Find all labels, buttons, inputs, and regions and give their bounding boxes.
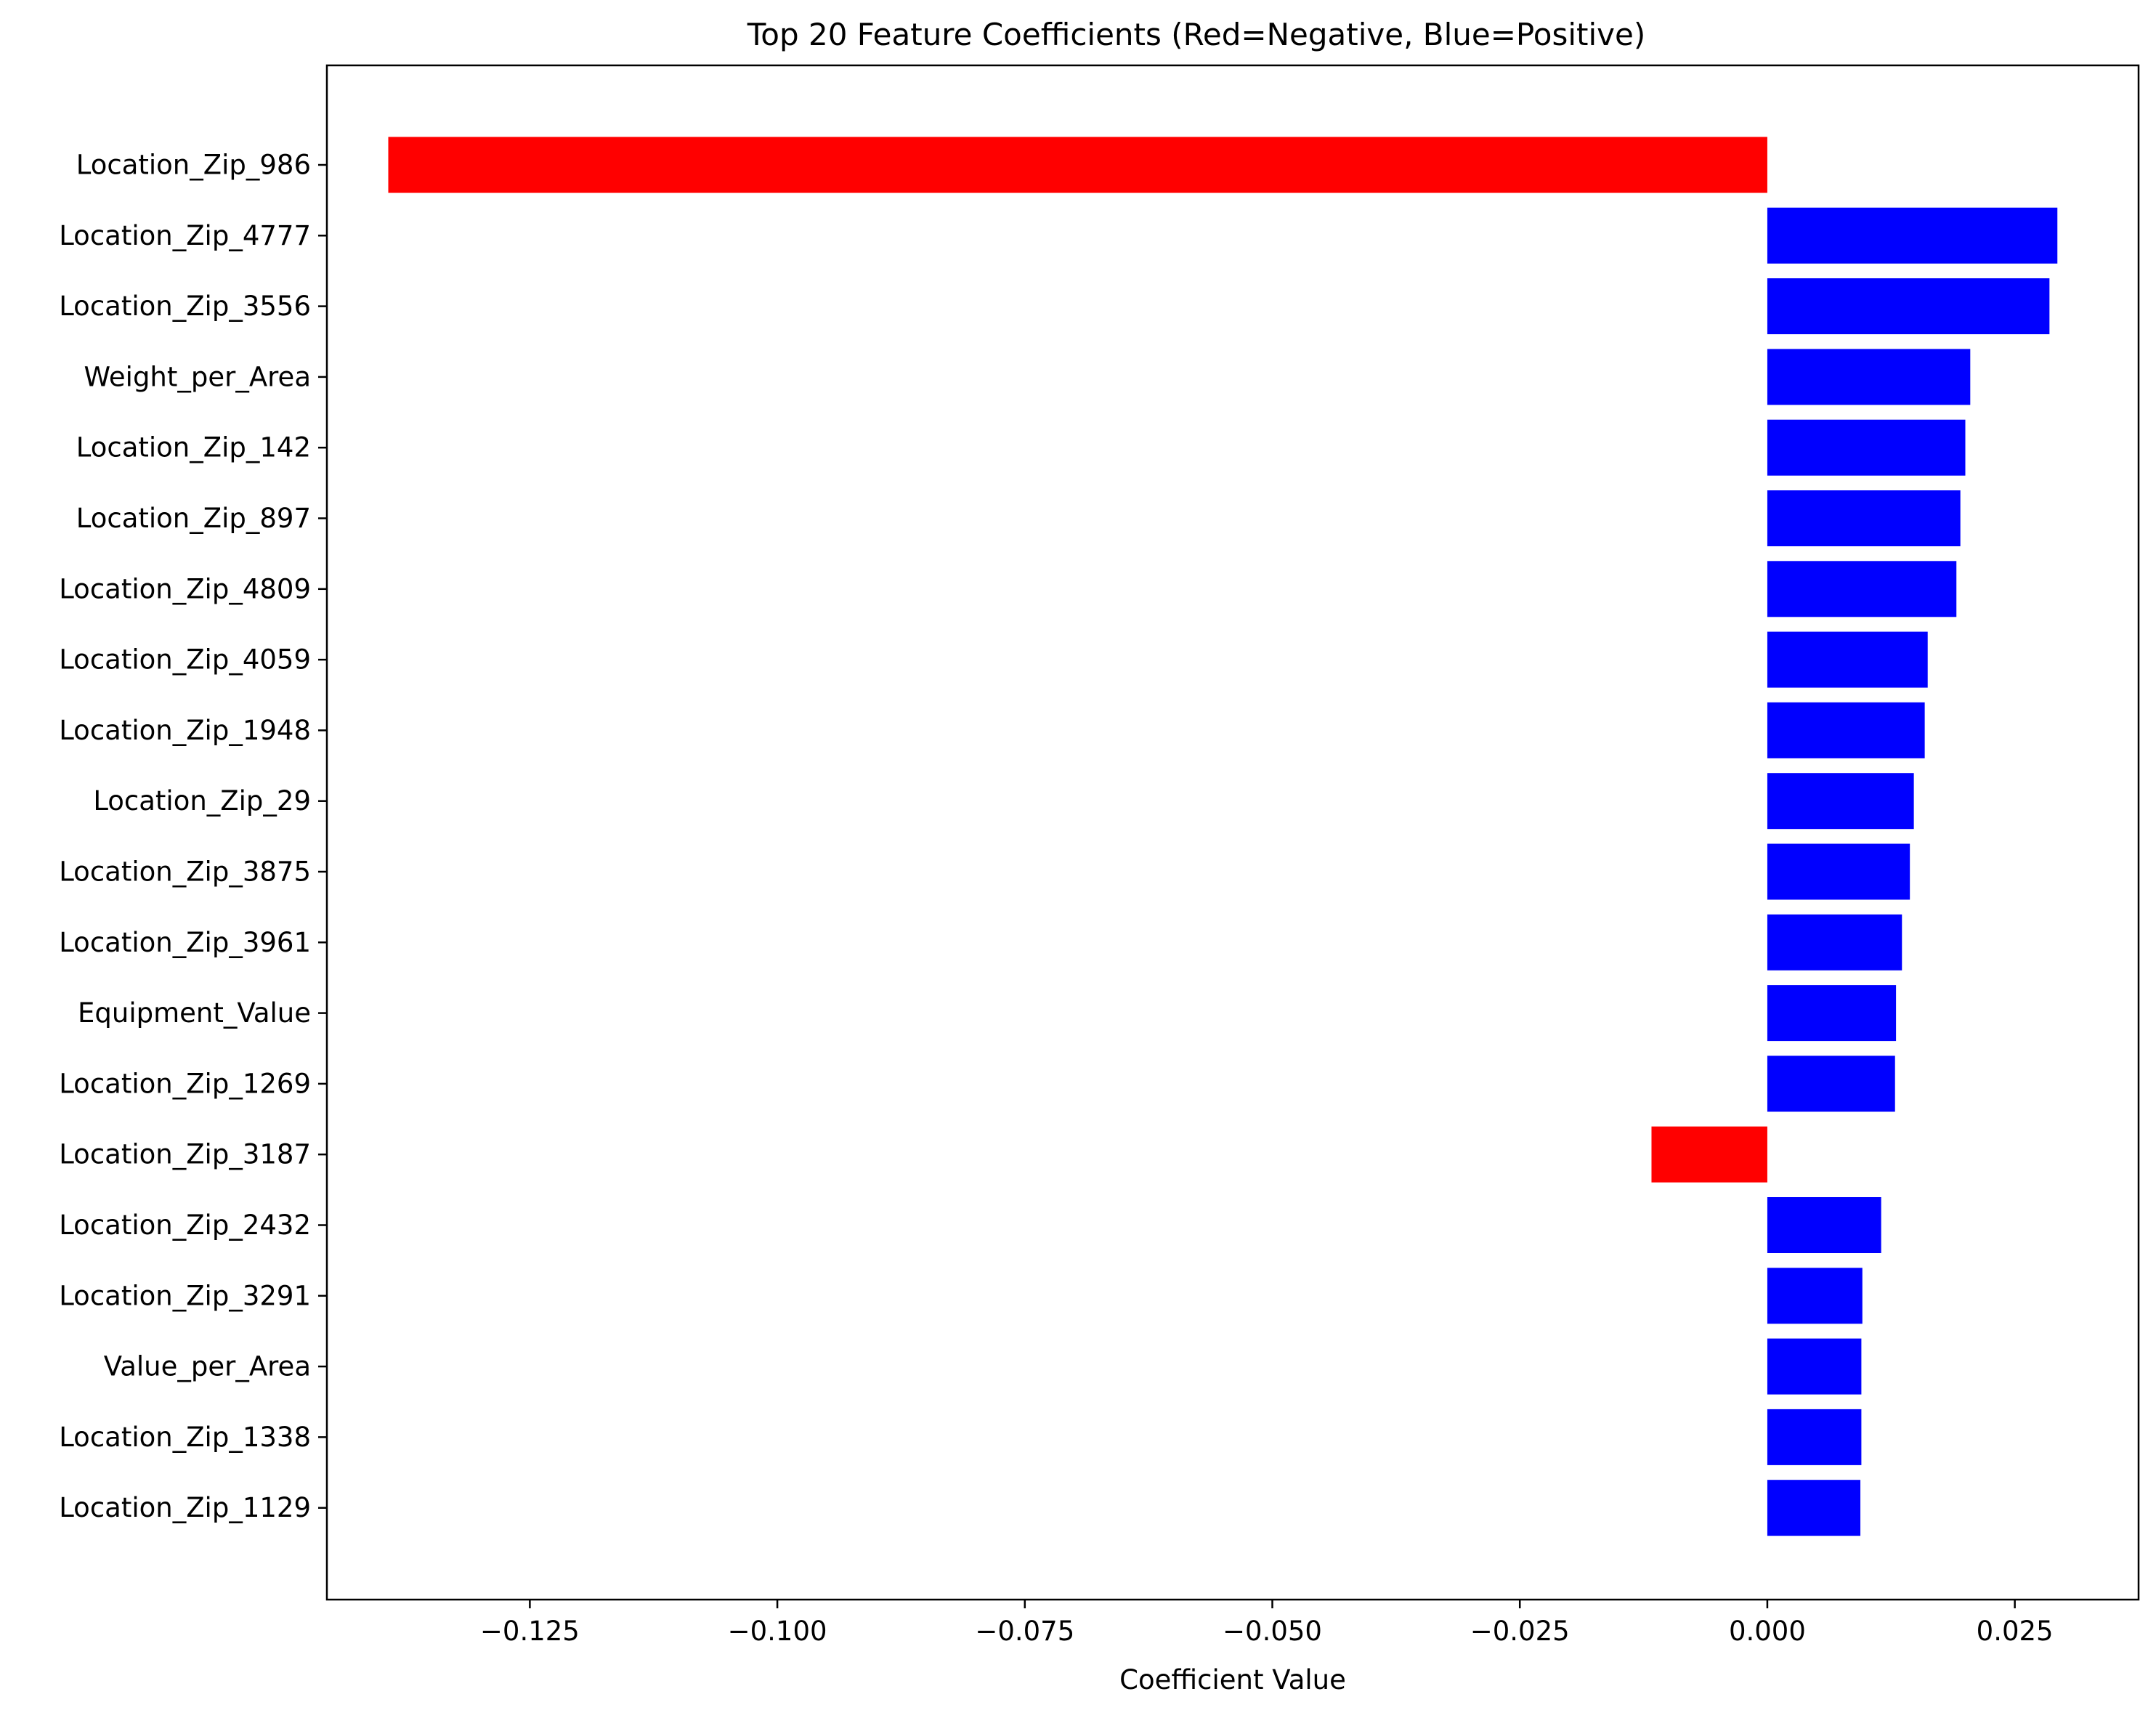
y-tick-label: Weight_per_Area bbox=[84, 361, 311, 392]
y-tick-label: Location_Zip_1338 bbox=[59, 1422, 311, 1453]
bar-Location_Zip_29 bbox=[1767, 773, 1914, 830]
y-tick-label: Location_Zip_986 bbox=[76, 150, 311, 181]
y-tick-label: Location_Zip_1129 bbox=[59, 1492, 311, 1523]
bar-Location_Zip_4809 bbox=[1767, 561, 1957, 617]
bar-Location_Zip_1948 bbox=[1767, 702, 1925, 758]
y-tick-label: Location_Zip_142 bbox=[76, 432, 311, 463]
x-axis: −0.125 −0.100 −0.075 −0.050 −0.025 0.000 0.025 bbox=[480, 1600, 2054, 1647]
bar-Location_Zip_897 bbox=[1767, 490, 1961, 546]
y-tick-label: Location_Zip_897 bbox=[76, 503, 311, 534]
x-tick-label: −0.025 bbox=[1470, 1616, 1570, 1647]
bar-Location_Zip_3556 bbox=[1767, 278, 2050, 335]
plot-frame bbox=[325, 64, 2140, 1601]
y-tick-label: Location_Zip_1269 bbox=[59, 1068, 311, 1099]
y-tick-label: Location_Zip_3556 bbox=[59, 291, 311, 322]
bar-Location_Zip_1338 bbox=[1767, 1409, 1862, 1465]
x-tick-label: 0.000 bbox=[1729, 1616, 1806, 1647]
y-tick-label: Location_Zip_4809 bbox=[59, 573, 311, 604]
x-tick-label: 0.025 bbox=[1977, 1616, 2054, 1647]
chart-title: Top 20 Feature Coefficients (Red=Negativ… bbox=[747, 17, 1645, 52]
bar-Value_per_Area bbox=[1767, 1338, 1862, 1395]
bar-Location_Zip_2432 bbox=[1767, 1197, 1881, 1253]
bar-Location_Zip_4059 bbox=[1767, 631, 1928, 688]
y-tick-label: Location_Zip_3291 bbox=[59, 1280, 311, 1311]
x-tick-label: −0.125 bbox=[480, 1616, 580, 1647]
y-tick-label: Location_Zip_2432 bbox=[59, 1210, 311, 1241]
x-tick-label: −0.100 bbox=[728, 1616, 827, 1647]
x-tick-label: −0.075 bbox=[975, 1616, 1074, 1647]
bar-Location_Zip_1129 bbox=[1767, 1480, 1861, 1536]
bar-Location_Zip_3961 bbox=[1767, 914, 1902, 971]
y-axis: Location_Zip_986 Location_Zip_4777 Locatio… bbox=[59, 150, 327, 1523]
bar-Location_Zip_1269 bbox=[1767, 1055, 1895, 1112]
x-tick-label: −0.050 bbox=[1223, 1616, 1322, 1647]
bar-Location_Zip_4777 bbox=[1767, 207, 2058, 264]
bar-Location_Zip_3187 bbox=[1651, 1126, 1767, 1183]
y-tick-label: Location_Zip_4059 bbox=[59, 644, 311, 676]
y-tick-label: Location_Zip_29 bbox=[93, 785, 311, 817]
y-tick-label: Location_Zip_4777 bbox=[59, 220, 311, 251]
bars-group bbox=[388, 137, 2058, 1536]
bar-Weight_per_Area bbox=[1767, 349, 1971, 405]
x-axis-label: Coefficient Value bbox=[1119, 1664, 1346, 1695]
y-tick-label: Equipment_Value bbox=[78, 997, 311, 1029]
y-tick-label: Value_per_Area bbox=[104, 1351, 311, 1382]
bar-Equipment_Value bbox=[1767, 985, 1897, 1042]
y-tick-label: Location_Zip_3961 bbox=[59, 927, 311, 958]
bar-Location_Zip_3291 bbox=[1767, 1268, 1863, 1324]
bar-Location_Zip_142 bbox=[1767, 419, 1966, 476]
bar-Location_Zip_986 bbox=[388, 137, 1767, 193]
y-tick-label: Location_Zip_3875 bbox=[59, 856, 311, 888]
bar-Location_Zip_3875 bbox=[1767, 843, 1910, 900]
y-tick-label: Location_Zip_3187 bbox=[59, 1139, 311, 1170]
y-tick-label: Location_Zip_1948 bbox=[59, 715, 311, 746]
